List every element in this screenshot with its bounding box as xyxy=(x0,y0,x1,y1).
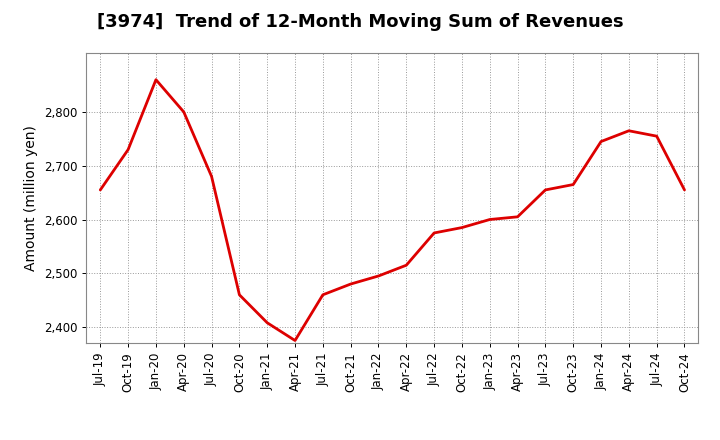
Y-axis label: Amount (million yen): Amount (million yen) xyxy=(24,125,38,271)
Text: [3974]  Trend of 12-Month Moving Sum of Revenues: [3974] Trend of 12-Month Moving Sum of R… xyxy=(96,13,624,31)
